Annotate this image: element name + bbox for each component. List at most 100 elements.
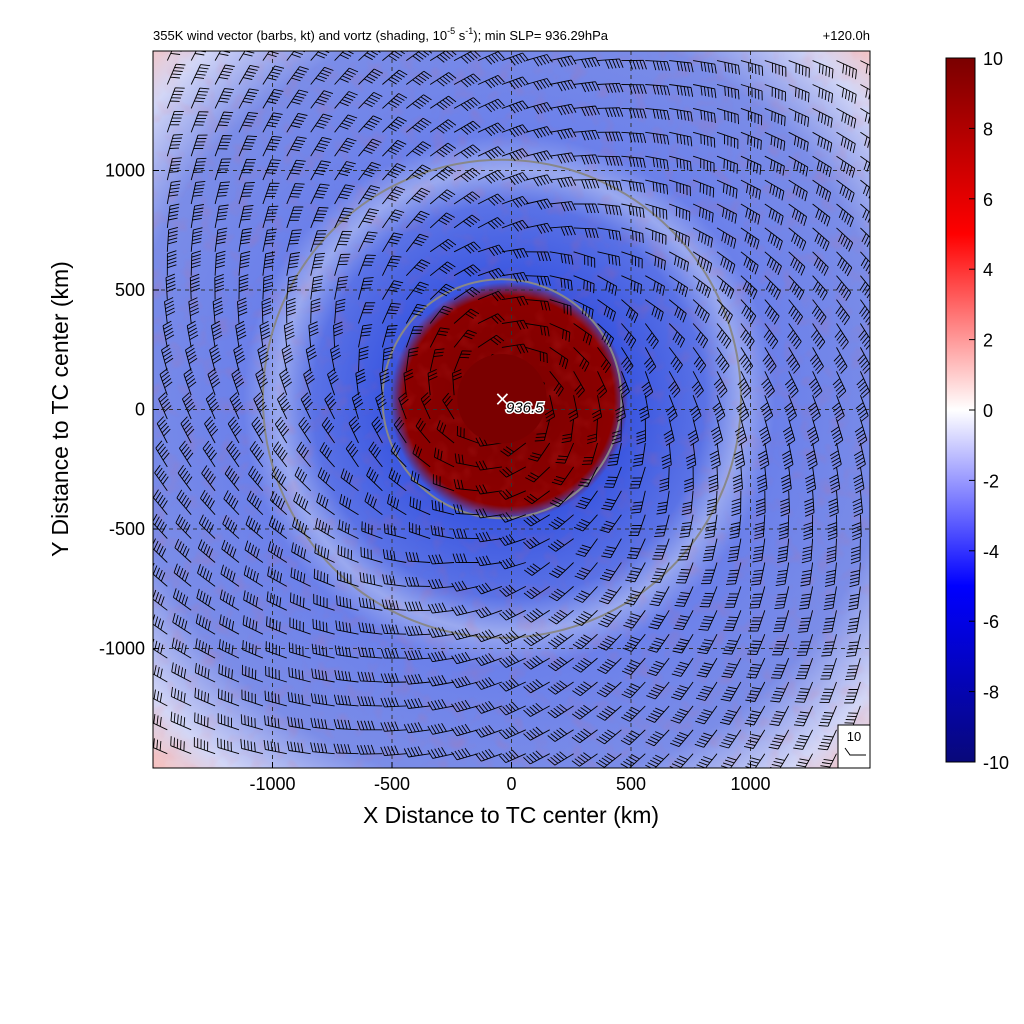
wind-barb	[477, 290, 505, 302]
wind-barb	[286, 741, 311, 755]
wind-barb	[498, 725, 526, 740]
wind-barb	[382, 93, 408, 109]
wind-barb	[475, 531, 502, 543]
x-tick-label: 1000	[730, 774, 770, 794]
wind-barb	[780, 490, 791, 517]
wind-barb	[668, 347, 683, 373]
wind-barb	[597, 227, 622, 241]
wind-barb	[836, 60, 857, 80]
wind-barb	[380, 673, 407, 683]
wind-barb	[770, 657, 790, 679]
wind-barb	[381, 346, 394, 372]
wind-barb	[217, 713, 240, 731]
wind-barb	[296, 441, 312, 468]
wind-barb	[500, 442, 527, 457]
wind-barb	[716, 131, 739, 149]
wind-barb	[324, 392, 337, 420]
wind-barb	[621, 59, 647, 70]
wind-barb	[646, 657, 670, 677]
wind-barb	[181, 392, 196, 420]
wind-barb	[573, 203, 600, 214]
wind-barb	[829, 442, 842, 470]
wind-barb	[262, 88, 284, 109]
y-tick-label: -1000	[99, 639, 145, 659]
wind-barb	[153, 538, 168, 563]
wind-barb	[237, 297, 248, 324]
wind-barb	[836, 155, 856, 178]
wind-barb	[358, 254, 376, 276]
wind-barb	[345, 440, 359, 468]
wind-barb	[190, 250, 202, 276]
wind-barb	[166, 87, 185, 109]
wind-barb	[523, 750, 550, 765]
colorbar-ticks: 10 8 6 4 2 0 -2 -4 -6 -8 -10	[969, 49, 1009, 773]
wind-barb	[219, 614, 240, 635]
wind-barb	[255, 368, 269, 396]
wind-barb	[262, 112, 283, 133]
wind-barb	[731, 490, 742, 517]
wind-barb	[621, 681, 646, 699]
wind-barb	[334, 670, 359, 683]
y-tick-label: -500	[109, 519, 145, 539]
wind-barb	[696, 657, 718, 678]
colorbar-tick-label: -2	[983, 471, 999, 491]
wind-barb	[214, 204, 229, 228]
wind-barb	[597, 251, 621, 267]
wind-barb	[218, 663, 240, 683]
wind-barb	[812, 155, 832, 178]
wind-barb	[264, 715, 287, 731]
wind-barb	[693, 84, 717, 99]
wind-barb	[240, 714, 264, 731]
wind-barb	[668, 371, 681, 398]
wind-barb	[501, 271, 529, 283]
wind-barb	[823, 586, 837, 611]
wind-barb	[209, 344, 222, 372]
wind-barb	[238, 88, 259, 109]
wind-barb	[571, 704, 598, 720]
wind-barb	[547, 538, 574, 552]
wind-barb	[643, 347, 657, 374]
wind-barb	[549, 55, 577, 68]
wind-barb	[549, 299, 572, 316]
wind-barb	[645, 729, 670, 747]
wind-barb	[276, 392, 291, 420]
wind-barb	[854, 418, 868, 446]
wind-barb	[262, 251, 276, 276]
wind-barb	[451, 723, 479, 737]
wind-barb	[430, 525, 455, 540]
wind-barb	[844, 681, 861, 704]
wind-barb	[645, 179, 669, 195]
wind-barb	[845, 634, 861, 657]
wind-barb	[722, 634, 742, 655]
wind-barb	[292, 517, 311, 539]
wind-barb	[351, 392, 364, 420]
wind-barb	[720, 681, 742, 702]
wind-barb	[784, 371, 799, 399]
wind-barb	[820, 657, 837, 680]
wind-barb	[734, 418, 748, 446]
wind-barb	[684, 466, 694, 493]
wind-barb	[675, 562, 694, 584]
wind-barb	[171, 662, 192, 683]
wind-barb	[829, 466, 841, 494]
wind-barb	[572, 657, 598, 673]
wind-barb	[716, 299, 733, 324]
wind-barb	[312, 618, 335, 635]
wind-barb	[641, 371, 654, 399]
wind-barb	[243, 590, 264, 611]
wind-barb	[348, 416, 361, 444]
wind-barb	[620, 753, 646, 768]
wind-barb	[853, 466, 865, 494]
wind-barb	[360, 546, 383, 563]
wind-barb	[578, 466, 598, 487]
wind-barb	[788, 179, 808, 202]
wind-barb	[382, 163, 406, 181]
wind-barb	[716, 275, 735, 299]
wind-barb	[501, 52, 529, 66]
wind-barb	[733, 442, 746, 470]
wind-barb	[764, 203, 784, 226]
wind-barb	[334, 298, 346, 324]
wind-barb	[794, 681, 814, 703]
wind-barb	[621, 203, 645, 218]
wind-barb	[694, 729, 718, 748]
